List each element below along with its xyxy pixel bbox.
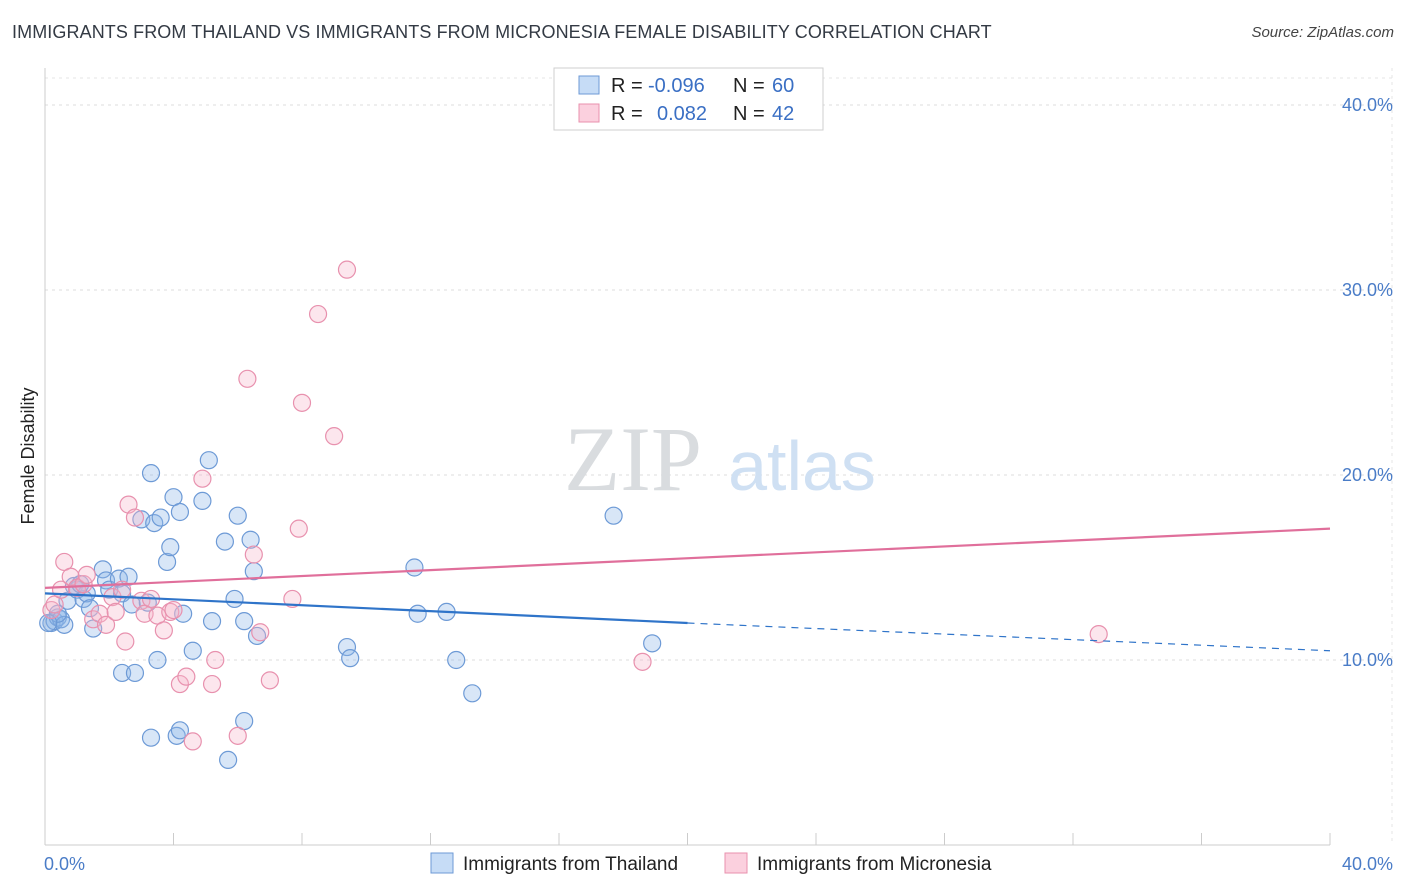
micronesia-trend-line [44, 527, 1331, 589]
micronesia-point [164, 600, 183, 620]
micronesia-point [325, 427, 344, 446]
micronesia-r-value: 0.082 [657, 103, 707, 125]
thailand-point [148, 650, 167, 670]
thailand-point [80, 599, 100, 618]
tick-labels: 10.0% 20.0% 30.0% 40.0% 0.0% 40.0% [44, 95, 1393, 874]
micronesia-swatch [578, 103, 600, 123]
chart-title: IMMIGRANTS FROM THAILAND VS IMMIGRANTS F… [12, 22, 992, 42]
watermark-zip: ZIP [564, 408, 702, 510]
thailand-swatch [578, 75, 600, 95]
trend-lines [44, 527, 1331, 652]
y-tick-label: 40.0% [1342, 95, 1393, 115]
micronesia-point [633, 652, 652, 671]
source-label: Source: ZipAtlas.com [1251, 24, 1394, 41]
thailand-point [337, 637, 357, 657]
y-tick-label: 20.0% [1342, 465, 1393, 485]
y-tick-label: 10.0% [1342, 650, 1393, 670]
thailand-n-value: 60 [772, 75, 794, 97]
axes [44, 68, 1331, 846]
watermark: ZIP atlas [564, 408, 876, 510]
legend-thailand-label: Immigrants from Thailand [463, 854, 678, 875]
thailand-point [604, 506, 623, 525]
micronesia-point [228, 726, 247, 745]
series-legend: Immigrants from Thailand Immigrants from… [430, 852, 992, 875]
thailand-point [167, 726, 186, 745]
thailand-point [122, 595, 141, 614]
y-axis-label: Female Disability [18, 387, 38, 524]
thailand-r-label: R = [611, 75, 643, 97]
micronesia-point [106, 602, 125, 622]
micronesia-point [77, 565, 96, 585]
thailand-point [183, 641, 202, 660]
micronesia-point [260, 671, 279, 690]
micronesia-point [244, 545, 263, 564]
thailand-point [219, 750, 238, 770]
micronesia-point [161, 602, 180, 622]
thailand-point [141, 728, 161, 747]
thailand-point [112, 663, 132, 683]
micronesia-point [177, 667, 196, 686]
thailand-point [193, 491, 212, 510]
thailand-point [228, 506, 247, 525]
micronesia-point [96, 615, 116, 634]
thailand-point [202, 612, 222, 631]
micronesia-point [283, 589, 302, 609]
micronesia-point [308, 304, 328, 324]
x-tick-label: 0.0% [44, 854, 85, 874]
thailand-point [55, 615, 74, 634]
thailand-point [157, 552, 177, 572]
micronesia-point [289, 519, 308, 538]
micronesia-r-label: R = [611, 103, 643, 125]
thailand-point [215, 532, 234, 551]
legend-micronesia-label: Immigrants from Micronesia [757, 854, 992, 875]
thailand-point [463, 684, 482, 703]
micronesia-point [206, 650, 225, 670]
micronesia-point [170, 674, 190, 694]
micronesia-point [90, 604, 109, 623]
thailand-point [161, 538, 180, 557]
thailand-point [170, 721, 190, 740]
micronesia-point [292, 393, 312, 412]
micronesia-point [337, 260, 357, 279]
thailand-point [447, 650, 466, 670]
watermark-atlas: atlas [728, 427, 876, 505]
micronesia-point [183, 732, 202, 751]
micronesia-point [116, 632, 135, 651]
thailand-point [341, 649, 360, 668]
thailand-point [125, 663, 145, 683]
data-points [39, 260, 1108, 770]
micronesia-point [42, 600, 61, 620]
stats-legend: R = -0.096 N = 60 R = 0.082 N = 42 [553, 67, 824, 131]
x-tick-label: 40.0% [1342, 854, 1393, 874]
micronesia-point [238, 369, 257, 388]
thailand-point [405, 558, 424, 577]
thailand-point [93, 560, 112, 579]
thailand-r-value: -0.096 [648, 75, 705, 97]
micronesia-n-label: N = [733, 103, 765, 125]
thailand-point [225, 589, 244, 609]
thailand-n-label: N = [733, 75, 765, 97]
thailand-point [141, 464, 161, 483]
micronesia-point [202, 674, 222, 694]
micronesia-point [125, 508, 145, 527]
legend-micronesia-swatch [724, 852, 748, 874]
thailand-point [408, 604, 427, 623]
thailand-point [241, 530, 260, 549]
thailand-trend-line [44, 592, 688, 625]
legend-thailand-swatch [430, 852, 454, 874]
thailand-point [235, 612, 254, 631]
thailand-point [199, 451, 218, 470]
micronesia-n-value: 42 [772, 103, 794, 125]
thailand-point [643, 634, 662, 653]
thailand-trend-extension [687, 622, 1331, 652]
y-tick-label: 30.0% [1342, 280, 1393, 300]
micronesia-point [154, 621, 173, 640]
thailand-point [151, 508, 170, 527]
micronesia-point [193, 469, 212, 488]
thailand-point [170, 502, 190, 522]
micronesia-point [251, 623, 270, 642]
micronesia-point [1089, 624, 1108, 644]
